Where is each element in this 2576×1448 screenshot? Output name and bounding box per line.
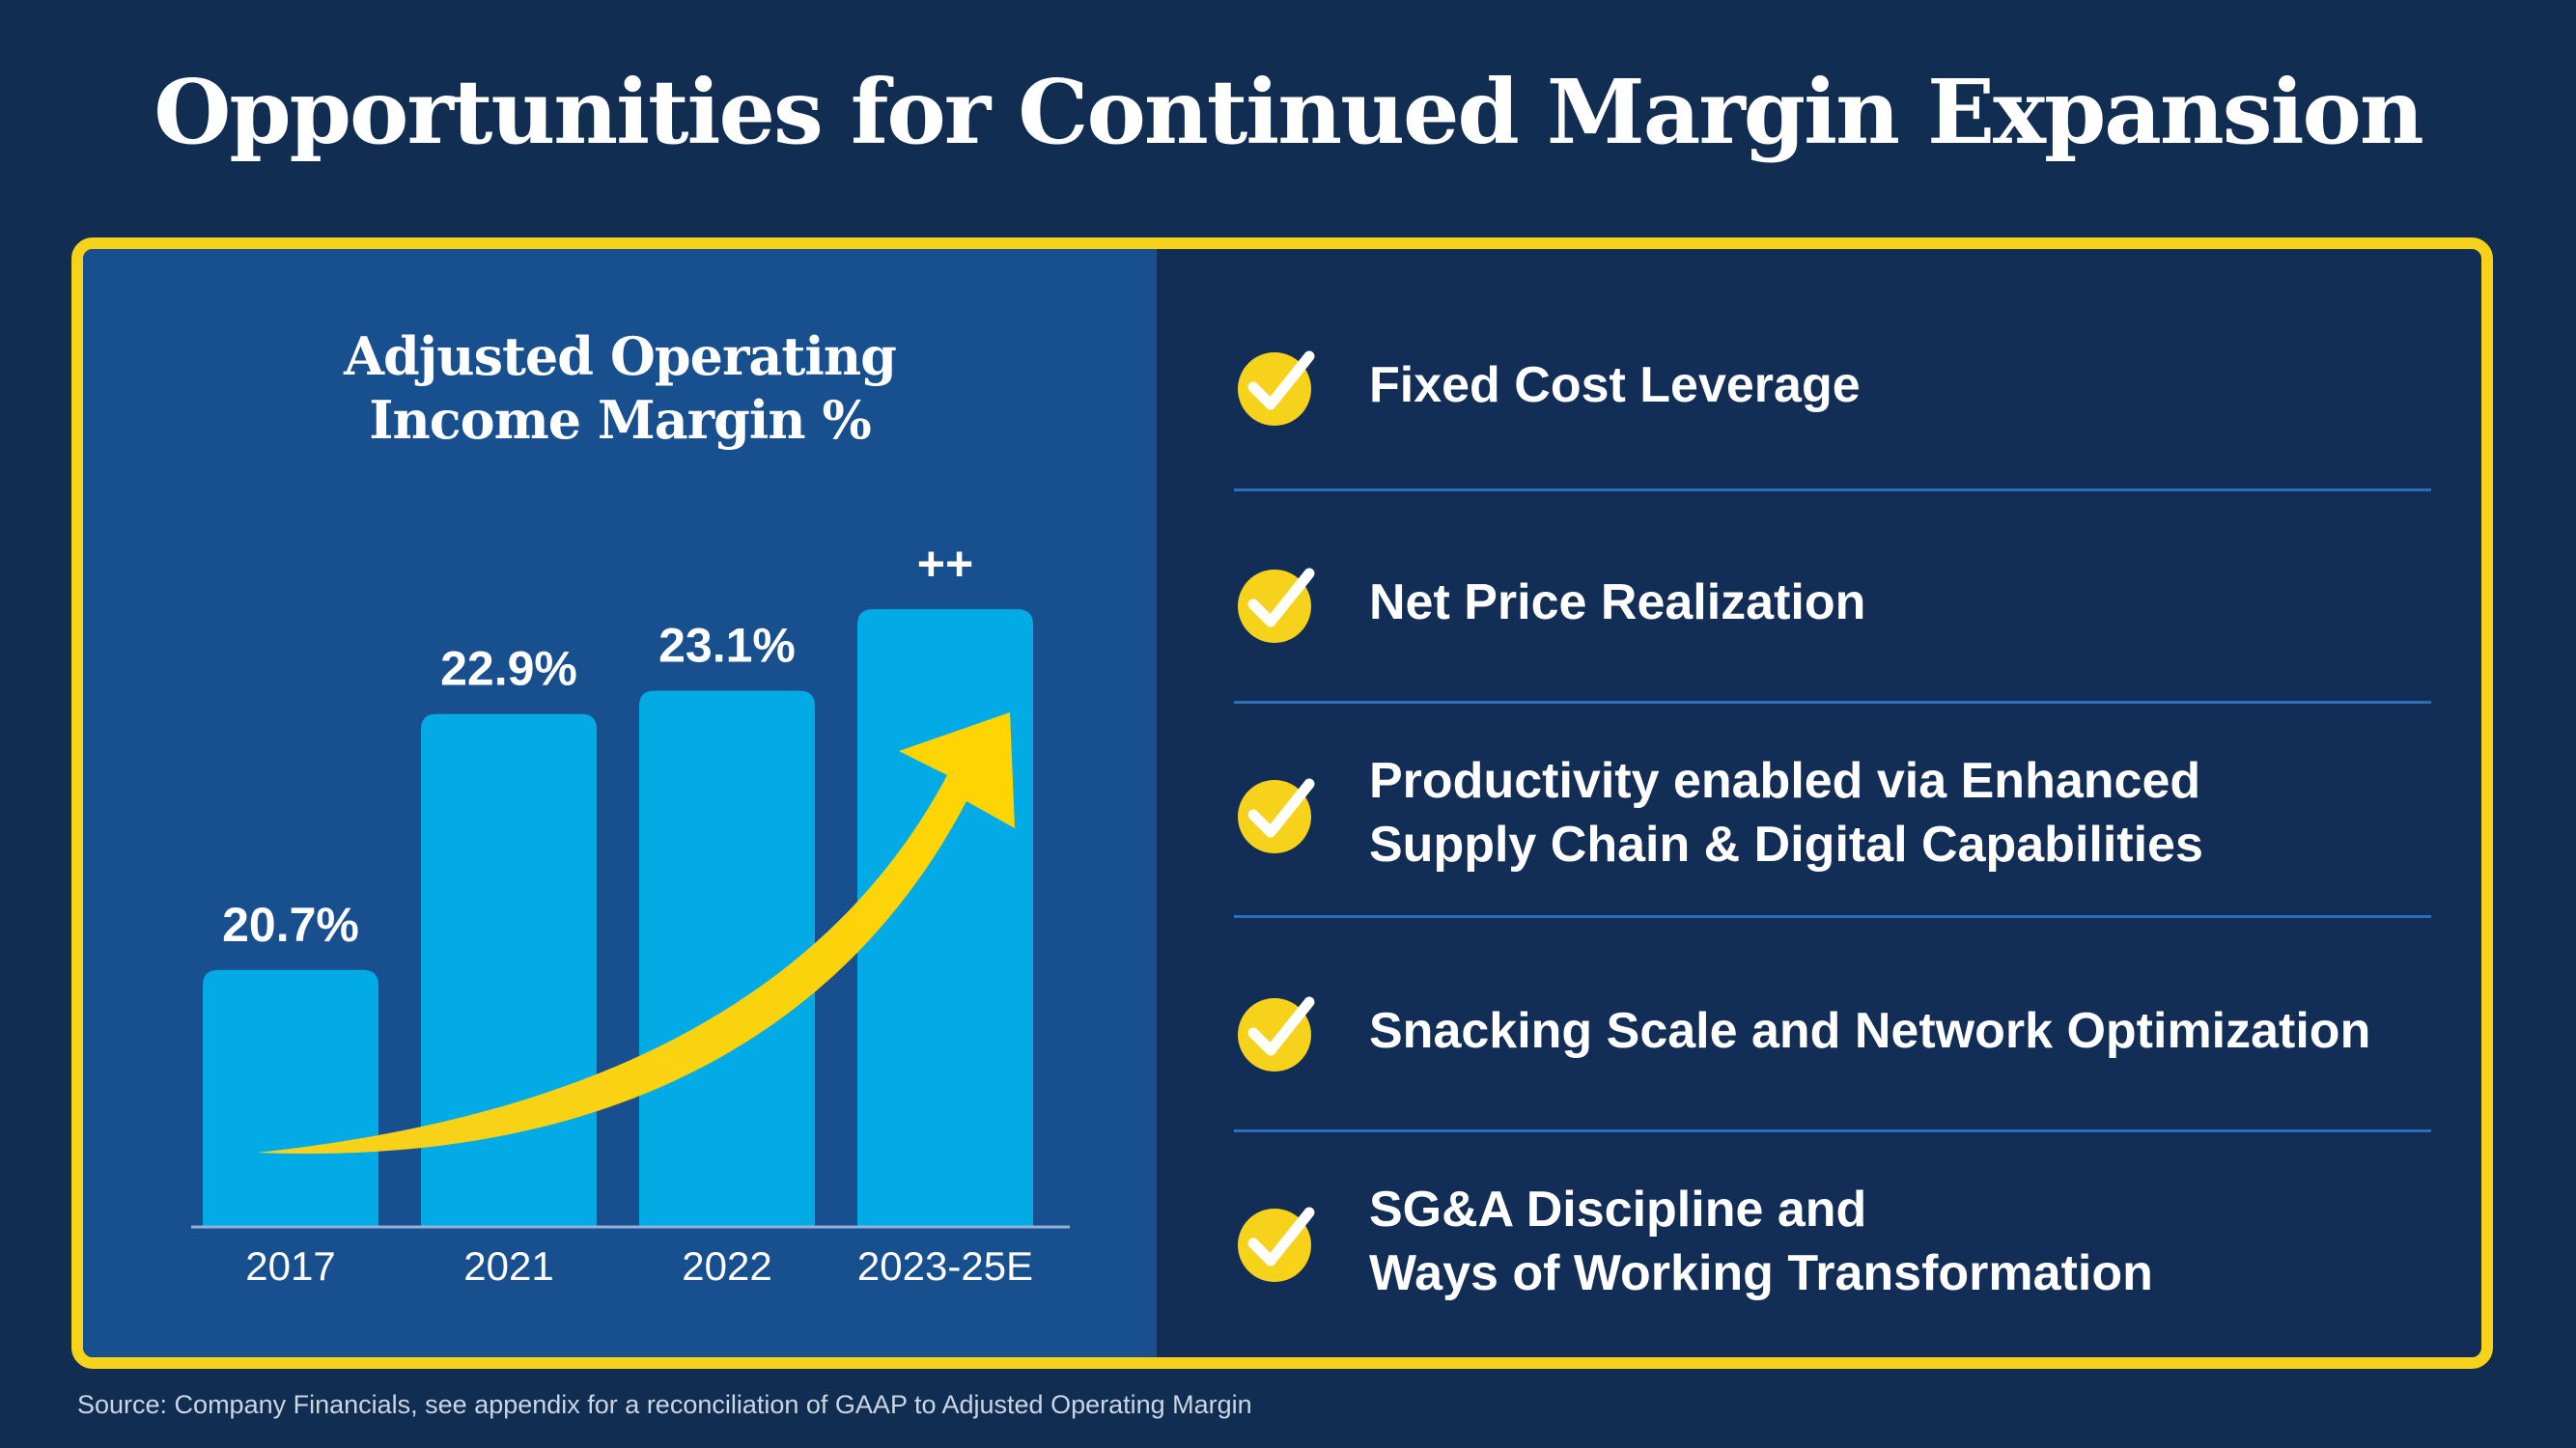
category-label: 2021 [463, 1243, 553, 1289]
content-frame: Adjusted Operating Income Margin % 20.7%… [71, 237, 2493, 1369]
checkmark-icon [1238, 350, 1315, 426]
driver-label: Productivity enabled via Enhanced Supply… [1369, 753, 2203, 873]
divider [1234, 701, 2431, 704]
page-title: Opportunities for Continued Margin Expan… [154, 60, 2424, 164]
driver-label: Net Price Realization [1369, 574, 1866, 630]
driver-label: Fixed Cost Leverage [1369, 357, 1861, 413]
checkmark-icon [1238, 568, 1315, 643]
category-label: 2023-25E [857, 1243, 1033, 1289]
driver-item-5: SG&A Discipline and Ways of Working Tran… [1234, 1178, 2441, 1305]
checkmark-icon [1238, 996, 1315, 1072]
divider [1234, 1129, 2431, 1132]
trend-arrow-icon [257, 712, 1015, 1155]
checkmark-icon [1238, 778, 1315, 853]
drivers-panel: Fixed Cost Leverage Net Price Realizatio… [1157, 249, 2481, 1357]
bar-chart: 20.7% 2017 22.9% 2021 23.1% 2022 ++ 2023-25E [191, 537, 1070, 1289]
value-label: 22.9% [440, 642, 577, 696]
driver-item-1: Fixed Cost Leverage [1234, 341, 2441, 430]
driver-label: Snacking Scale and Network Optimization [1369, 1003, 2371, 1059]
category-label: 2022 [682, 1243, 771, 1289]
driver-item-4: Snacking Scale and Network Optimization [1234, 987, 2441, 1075]
category-label: 2017 [245, 1243, 335, 1289]
driver-item-2: Net Price Realization [1234, 558, 2441, 647]
value-label: 23.1% [658, 618, 796, 672]
chart-title-line-1: Adjusted Operating [344, 325, 897, 387]
chart-panel: Adjusted Operating Income Margin % 20.7%… [83, 249, 1157, 1357]
divider [1234, 915, 2431, 918]
value-label: ++ [917, 537, 973, 591]
chart-title: Adjusted Operating Income Margin % [83, 324, 1157, 452]
divider [1234, 488, 2431, 491]
driver-item-3: Productivity enabled via Enhanced Supply… [1234, 749, 2441, 877]
checkmark-icon [1238, 1207, 1315, 1282]
bar-2021 [421, 713, 597, 1226]
value-label: 20.7% [222, 898, 359, 952]
driver-label: SG&A Discipline and Ways of Working Tran… [1369, 1182, 2153, 1301]
bar-2017 [203, 969, 378, 1226]
source-note: Source: Company Financials, see appendix… [77, 1390, 1252, 1419]
bar-2022 [639, 690, 815, 1226]
chart-title-line-2: Income Margin % [369, 389, 872, 451]
